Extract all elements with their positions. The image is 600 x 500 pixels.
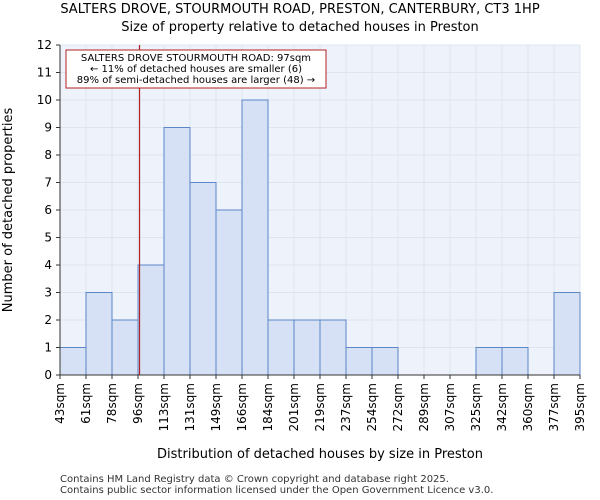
bar-43sqm [59,347,87,376]
bar-149sqm [215,209,243,376]
bar-78sqm [111,319,139,376]
annotation-box: SALTERS DROVE STOURMOUTH ROAD: 97sqm ← 1… [65,49,327,89]
bar-237sqm [345,347,373,376]
bar-219sqm [319,319,347,376]
bar-131sqm [189,182,217,376]
x-axis-label: Distribution of detached houses by size … [157,447,483,462]
bar-342sqm [501,347,529,376]
x-tick-label: 113sqm [157,383,171,431]
y-tick-label: 11 [37,66,52,80]
x-tick-label: 184sqm [261,383,275,431]
x-tick-label: 166sqm [235,383,249,431]
y-tick-label: 4 [44,258,52,272]
x-tick-label: 61sqm [79,383,93,424]
bar-377sqm [553,292,581,376]
bar-325sqm [475,347,503,376]
x-tick-label: 43sqm [53,383,67,424]
bar-254sqm [371,347,399,376]
bar-113sqm [163,127,191,376]
x-tick-label: 149sqm [209,383,223,431]
y-tick-label: 10 [37,93,52,107]
x-tick-label: 325sqm [469,383,483,431]
bar-166sqm [241,99,269,376]
x-tick-label: 96sqm [131,383,145,424]
x-tick-label: 78sqm [105,383,119,424]
bar-201sqm [293,319,321,376]
x-tick-label: 131sqm [183,383,197,431]
y-tick-label: 0 [44,368,52,382]
x-tick-label: 307sqm [443,383,457,431]
x-tick-label: 237sqm [339,383,353,431]
y-tick-label: 8 [44,148,52,162]
footer-licence: Contains public sector information licen… [60,485,494,496]
y-tick-label: 3 [44,286,52,300]
footer-copyright: Contains HM Land Registry data © Crown c… [60,474,449,485]
y-tick-label: 7 [44,176,52,190]
y-tick-label: 12 [37,38,52,52]
bar-61sqm [85,292,113,376]
y-tick-label: 6 [44,203,52,217]
bar-184sqm [267,319,295,376]
x-tick-label: 201sqm [287,383,301,431]
y-axis-label: Number of detached properties [1,108,16,313]
x-tick-label: 342sqm [495,383,509,431]
annotation-line-2: ← 11% of detached houses are smaller (6) [90,64,302,75]
x-tick-label: 254sqm [365,383,379,431]
x-tick-label: 289sqm [417,383,431,431]
x-tick-label: 395sqm [573,383,587,431]
y-tick-label: 1 [44,341,52,355]
x-tick-label: 377sqm [547,383,561,431]
x-tick-label: 360sqm [521,383,535,431]
chart-title: SALTERS DROVE, STOURMOUTH ROAD, PRESTON,… [60,2,540,17]
annotation-line-1: SALTERS DROVE STOURMOUTH ROAD: 97sqm [81,53,311,64]
chart-subtitle: Size of property relative to detached ho… [121,20,479,35]
x-tick-label: 219sqm [313,383,327,431]
annotation-line-3: 89% of semi-detached houses are larger (… [77,75,315,86]
bar-96sqm [137,264,165,376]
y-tick-label: 5 [44,231,52,245]
y-tick-label: 9 [44,121,52,135]
y-tick-label: 2 [44,313,52,327]
x-tick-label: 272sqm [391,383,405,431]
